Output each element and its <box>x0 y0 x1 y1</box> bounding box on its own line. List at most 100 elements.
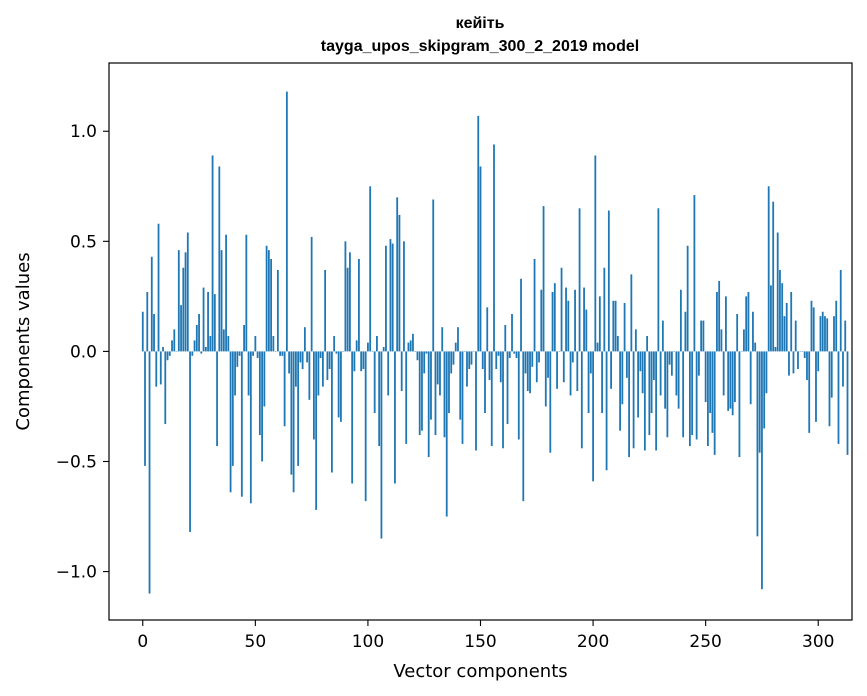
x-tick-label: 250 <box>689 632 721 652</box>
bar <box>639 351 642 372</box>
bar <box>326 351 329 381</box>
bar <box>195 324 198 352</box>
bar <box>412 333 414 352</box>
bar <box>344 241 347 352</box>
bar <box>711 351 714 433</box>
bar <box>328 351 331 370</box>
bar <box>155 351 158 387</box>
bar <box>340 351 342 422</box>
bar <box>495 351 498 370</box>
bar <box>551 291 554 352</box>
bar <box>162 347 164 352</box>
bar <box>367 342 369 352</box>
bar <box>752 311 754 352</box>
bar <box>351 351 354 484</box>
bar <box>306 351 309 363</box>
bar <box>596 342 599 352</box>
bar <box>425 351 428 354</box>
bar <box>614 300 617 352</box>
x-tick-label: 150 <box>464 632 496 652</box>
bar <box>641 351 644 394</box>
bar <box>833 316 835 352</box>
bar <box>452 351 455 365</box>
bar <box>436 351 439 385</box>
bar <box>540 289 543 352</box>
bar <box>544 351 547 407</box>
bar <box>819 316 822 352</box>
bar <box>684 311 687 352</box>
bar <box>249 351 252 504</box>
bar <box>186 232 189 352</box>
bar <box>524 351 527 374</box>
bar <box>718 280 721 352</box>
bar <box>324 269 327 352</box>
bar <box>499 351 502 383</box>
bar <box>184 252 187 352</box>
bar <box>589 351 592 374</box>
bar <box>767 186 770 352</box>
bar <box>648 351 651 436</box>
bar <box>238 351 241 356</box>
bar <box>225 234 227 352</box>
bar <box>479 166 482 352</box>
bar <box>265 245 268 352</box>
bar <box>389 239 392 352</box>
bar <box>504 324 507 352</box>
bar <box>650 351 653 414</box>
bar <box>148 351 151 594</box>
y-tick-label: 1.0 <box>70 122 97 142</box>
bar <box>182 267 185 352</box>
bar <box>691 351 694 436</box>
bar <box>141 311 144 352</box>
bar <box>734 351 736 403</box>
bar <box>515 351 518 359</box>
bar <box>475 351 477 451</box>
bar <box>578 208 581 352</box>
bar <box>319 351 322 359</box>
bar <box>157 223 160 352</box>
bar <box>164 351 167 425</box>
bar <box>580 351 583 449</box>
bar <box>353 351 356 372</box>
bar <box>346 267 349 352</box>
bar <box>747 291 750 352</box>
bar <box>490 351 493 447</box>
ticks-group: 0 50 100 150 200 250 300 −1.0 −0.5 0.0 0.5 1.0 <box>56 122 835 652</box>
bar <box>603 267 606 352</box>
bar <box>468 351 471 370</box>
bar <box>398 214 401 352</box>
bar <box>416 351 419 361</box>
bar <box>407 342 410 352</box>
bar <box>461 351 464 444</box>
bar <box>270 258 273 352</box>
bar <box>562 351 565 383</box>
bar <box>220 250 223 352</box>
bar <box>569 351 572 396</box>
bar <box>231 351 234 466</box>
bar <box>621 351 624 405</box>
bar <box>659 351 662 396</box>
bar <box>385 245 387 352</box>
bar <box>531 351 534 367</box>
bar <box>688 351 691 447</box>
bar <box>517 351 520 440</box>
bar <box>493 144 495 352</box>
bar <box>213 294 216 352</box>
bar <box>202 287 205 352</box>
bar <box>263 351 266 407</box>
bar <box>303 327 306 352</box>
bar <box>459 351 462 420</box>
bar <box>222 329 225 352</box>
bar <box>150 256 153 352</box>
bar <box>234 351 236 396</box>
bar <box>252 351 254 356</box>
bar <box>216 351 218 447</box>
bar <box>556 351 558 389</box>
x-tick-label: 50 <box>245 632 267 652</box>
bar <box>792 351 795 374</box>
bar <box>321 351 324 387</box>
bar <box>698 351 700 376</box>
bar <box>643 351 646 451</box>
bar <box>815 351 817 422</box>
